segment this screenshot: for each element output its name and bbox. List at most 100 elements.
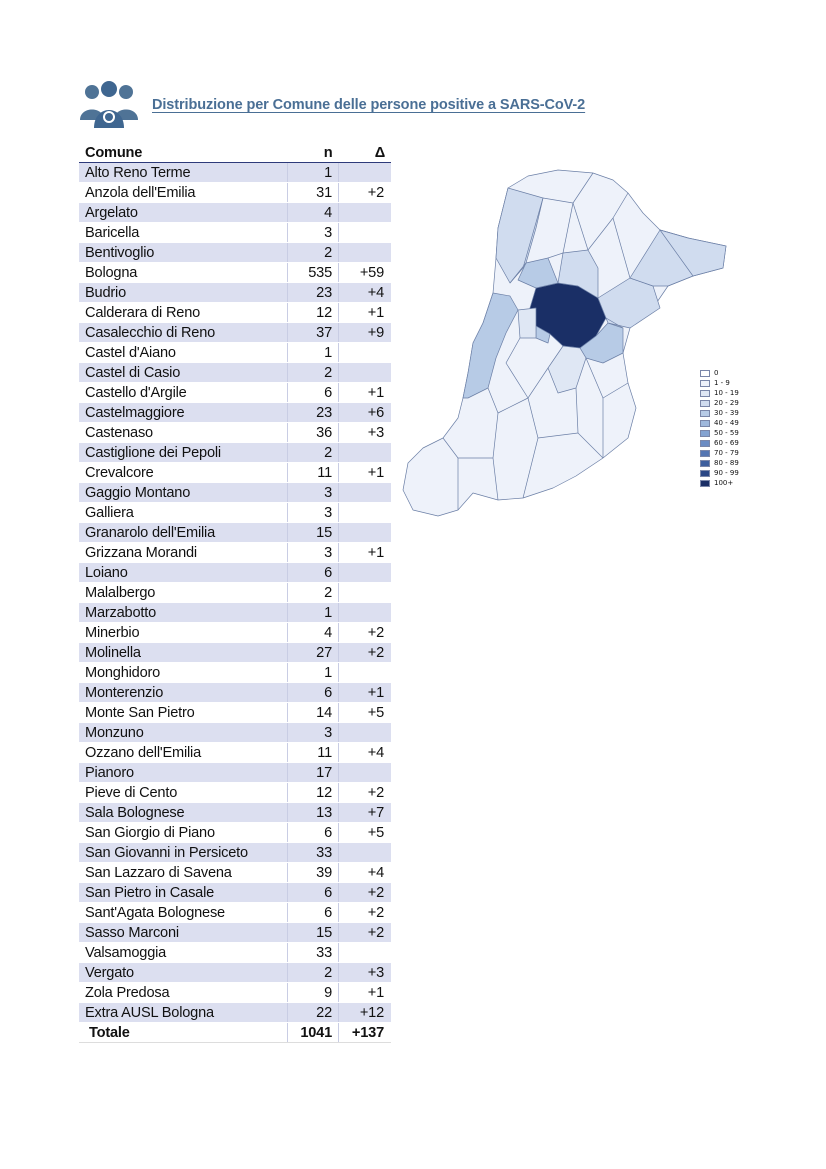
n-cell: 6	[287, 562, 339, 583]
comune-cell: Castel d'Aiano	[79, 342, 288, 363]
legend-item: 0	[700, 368, 739, 378]
delta-cell	[338, 442, 391, 463]
comune-cell: Monzuno	[79, 722, 288, 743]
table-row: Castel d'Aiano 1	[79, 342, 391, 363]
table-row: Valsamoggia 33	[79, 942, 391, 963]
delta-cell: +1	[338, 982, 391, 1003]
table-row: Bologna 535 +59	[79, 262, 391, 283]
comune-cell: Molinella	[79, 642, 288, 663]
legend-item: 10 - 19	[700, 388, 739, 398]
comune-cell: Grizzana Morandi	[79, 542, 288, 563]
legend-swatch	[700, 379, 710, 387]
n-cell: 3	[287, 722, 339, 743]
n-cell: 23	[287, 402, 339, 423]
table-row: Argelato 4	[79, 202, 391, 223]
comune-cell: Bologna	[79, 262, 288, 283]
comune-cell: Castel di Casio	[79, 362, 288, 383]
table-row: Galliera 3	[79, 502, 391, 523]
table-row: Anzola dell'Emilia 31 +2	[79, 182, 391, 203]
comune-cell: Calderara di Reno	[79, 302, 288, 323]
legend-label: 60 - 69	[714, 439, 739, 447]
delta-cell	[338, 942, 391, 963]
table-row: Bentivoglio 2	[79, 242, 391, 263]
table-row: Molinella 27 +2	[79, 642, 391, 663]
delta-cell: +2	[338, 922, 391, 943]
total-row: Totale 1041 +137	[79, 1022, 391, 1043]
comune-cell: Zola Predosa	[79, 982, 288, 1003]
comune-cell: Pieve di Cento	[79, 782, 288, 803]
comune-cell: Monterenzio	[79, 682, 288, 703]
n-cell: 33	[287, 942, 339, 963]
n-cell: 14	[287, 702, 339, 723]
table-row: Budrio 23 +4	[79, 282, 391, 303]
delta-cell	[338, 482, 391, 503]
comune-cell: Castello d'Argile	[79, 382, 288, 403]
legend-swatch	[700, 409, 710, 417]
table-row: Vergato 2 +3	[79, 962, 391, 983]
legend-label: 40 - 49	[714, 419, 739, 427]
delta-cell: +4	[338, 862, 391, 883]
table-row: Baricella 3	[79, 222, 391, 243]
legend-swatch	[700, 419, 710, 427]
table-row: San Giorgio di Piano 6 +5	[79, 822, 391, 843]
n-cell: 535	[287, 262, 339, 283]
delta-cell	[338, 562, 391, 583]
table-row: Extra AUSL Bologna 22 +12	[79, 1002, 391, 1023]
table-row: Alto Reno Terme 1	[79, 162, 391, 183]
comune-cell: Baricella	[79, 222, 288, 243]
table-row: Crevalcore 11 +1	[79, 462, 391, 483]
n-cell: 2	[287, 362, 339, 383]
table-row: San Lazzaro di Savena 39 +4	[79, 862, 391, 883]
map-legend: 0 1 - 9 10 - 19 20 - 29 30 - 39 40 - 49 50 - 5…	[700, 368, 739, 488]
n-cell: 33	[287, 842, 339, 863]
comune-cell: Granarolo dell'Emilia	[79, 522, 288, 543]
delta-cell: +3	[338, 422, 391, 443]
legend-item: 40 - 49	[700, 418, 739, 428]
delta-cell: +2	[338, 882, 391, 903]
column-header-delta: Δ	[338, 143, 391, 163]
delta-cell: +2	[338, 642, 391, 663]
legend-label: 0	[714, 369, 719, 377]
n-cell: 3	[287, 222, 339, 243]
legend-label: 90 - 99	[714, 469, 739, 477]
comune-cell: Monghidoro	[79, 662, 288, 683]
legend-item: 50 - 59	[700, 428, 739, 438]
delta-cell: +5	[338, 702, 391, 723]
delta-cell	[338, 722, 391, 743]
total-label: Totale	[79, 1022, 288, 1043]
comune-cell: San Giovanni in Persiceto	[79, 842, 288, 863]
n-cell: 4	[287, 622, 339, 643]
n-cell: 22	[287, 1002, 339, 1023]
n-cell: 31	[287, 182, 339, 203]
delta-cell: +59	[338, 262, 391, 283]
table-row: Sala Bolognese 13 +7	[79, 802, 391, 823]
n-cell: 2	[287, 442, 339, 463]
table-row: Pieve di Cento 12 +2	[79, 782, 391, 803]
table-row: San Giovanni in Persiceto 33	[79, 842, 391, 863]
column-header-comune: Comune	[79, 143, 288, 163]
delta-cell: +2	[338, 782, 391, 803]
comune-cell: Sala Bolognese	[79, 802, 288, 823]
delta-cell: +1	[338, 302, 391, 323]
n-cell: 6	[287, 382, 339, 403]
legend-swatch	[700, 459, 710, 467]
delta-cell	[338, 222, 391, 243]
n-cell: 2	[287, 962, 339, 983]
table-row: Castel di Casio 2	[79, 362, 391, 383]
people-group-icon	[80, 81, 138, 128]
comune-cell: Extra AUSL Bologna	[79, 1002, 288, 1023]
legend-item: 100+	[700, 478, 739, 488]
total-delta: +137	[338, 1022, 391, 1043]
comune-cell: Crevalcore	[79, 462, 288, 483]
comune-cell: Casalecchio di Reno	[79, 322, 288, 343]
legend-swatch	[700, 439, 710, 447]
n-cell: 1	[287, 602, 339, 623]
table-row: Loiano 6	[79, 562, 391, 583]
delta-cell	[338, 842, 391, 863]
n-cell: 39	[287, 862, 339, 883]
table-row: Monghidoro 1	[79, 662, 391, 683]
n-cell: 1	[287, 342, 339, 363]
legend-swatch	[700, 479, 710, 487]
delta-cell: +2	[338, 902, 391, 923]
n-cell: 2	[287, 582, 339, 603]
